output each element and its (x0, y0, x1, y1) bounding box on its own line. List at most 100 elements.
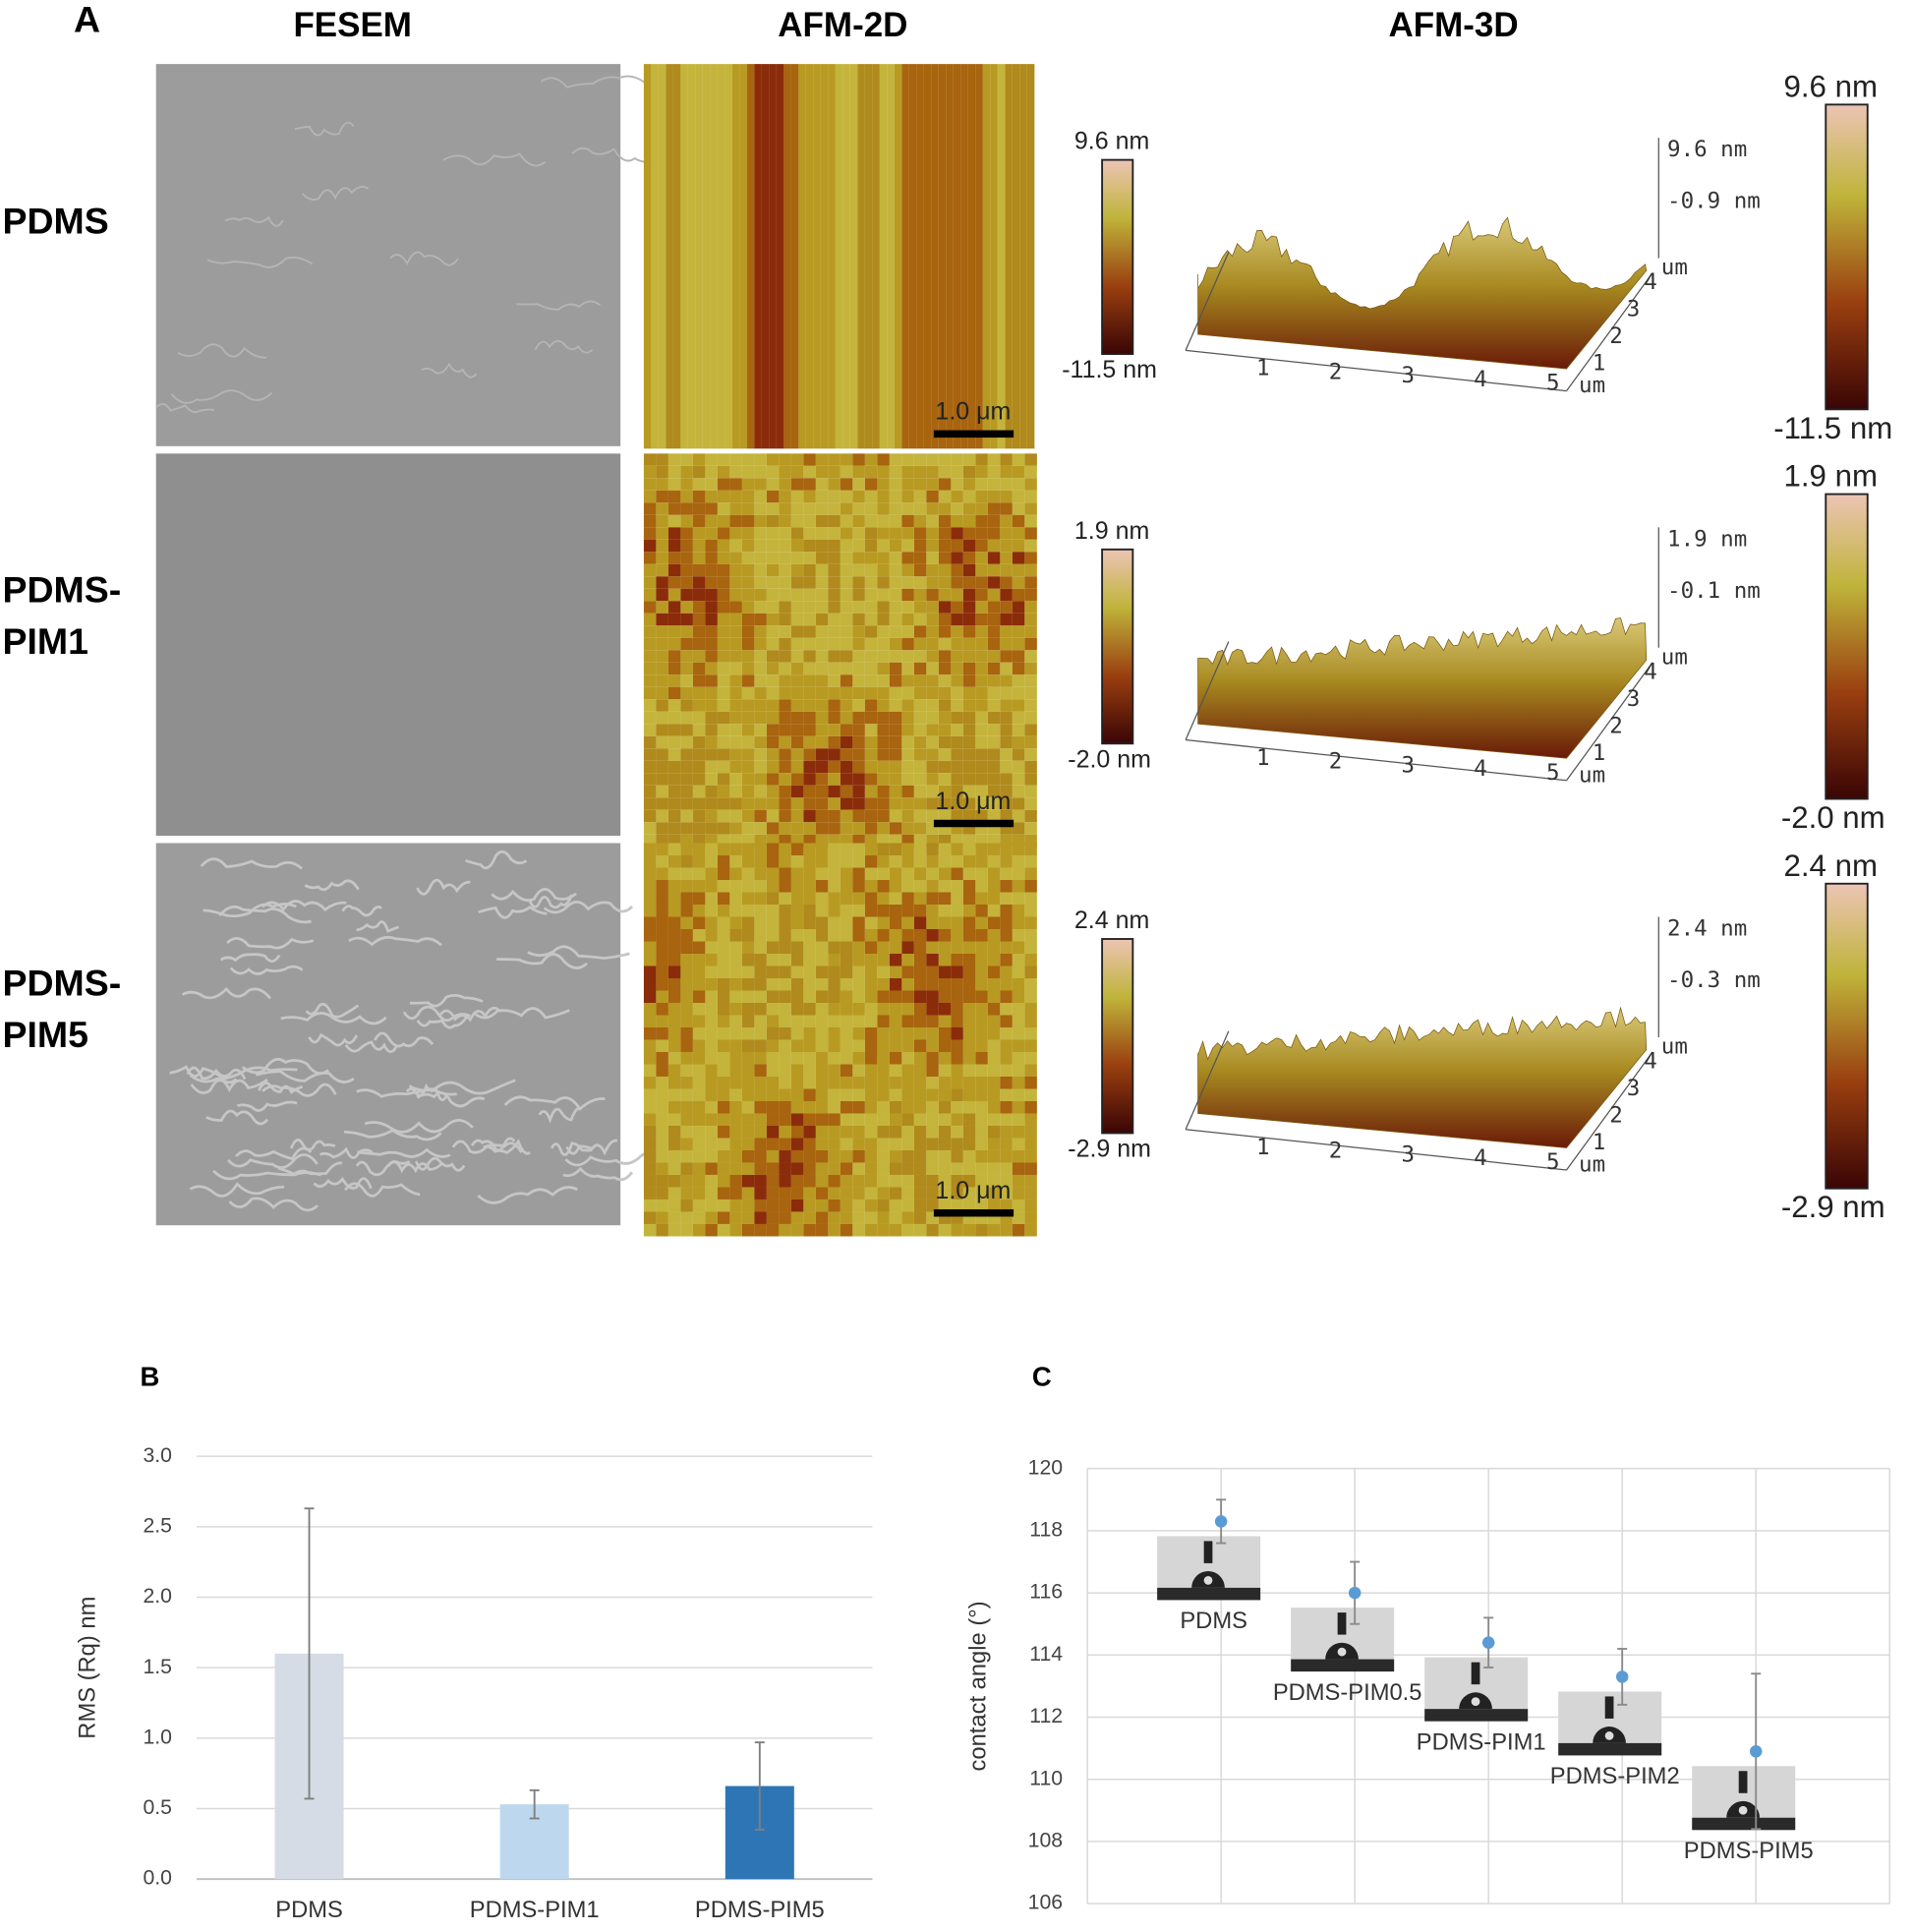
afm-pixel (779, 1174, 791, 1188)
afm-pixel (746, 64, 755, 449)
afm-pixel (656, 674, 668, 687)
afm-pixel (926, 977, 939, 991)
afm-pixel (951, 527, 963, 540)
afm-pixel (840, 1174, 853, 1188)
afm-pixel (901, 478, 914, 491)
axis-3d-tick: 5 (1546, 371, 1560, 396)
colorbar-min: -11.5 nm (1773, 411, 1892, 445)
afm-pixel (803, 929, 816, 942)
afm-pixel (938, 1100, 952, 1114)
afm-pixel (717, 773, 730, 786)
surface-wrinkle (228, 1197, 319, 1212)
afm-pixel (729, 1100, 742, 1114)
afm-pixel (790, 1076, 804, 1089)
afm-pixel (889, 686, 902, 700)
afm-pixel (790, 625, 804, 638)
afm-pixel (975, 773, 988, 786)
afm-pixel (754, 674, 767, 687)
afm-pixel (852, 1002, 865, 1016)
afm-pixel (754, 478, 767, 491)
afm-pixel (1012, 977, 1025, 991)
afm-pixel (877, 711, 890, 725)
afm-pixel (1000, 699, 1013, 712)
afm-pixel (1024, 490, 1037, 503)
afm-pixel (1024, 662, 1037, 675)
afm-pixel (913, 576, 927, 589)
afm-pixel (1012, 1174, 1025, 1188)
droplet-image (1291, 1608, 1395, 1672)
y-tick-label: 110 (1029, 1766, 1063, 1789)
afm-pixel (877, 601, 890, 614)
afm-pixel (705, 662, 718, 675)
afm-pixel (889, 613, 902, 626)
afm-pixel (997, 64, 1006, 449)
afm-pixel (864, 613, 878, 626)
afm-pixel (990, 64, 998, 449)
afm-pixel (790, 855, 804, 868)
afm-pixel (864, 1162, 878, 1175)
afm-pixel (1024, 1138, 1037, 1150)
axis-3d (1186, 1129, 1567, 1171)
afm-pixel (667, 867, 681, 881)
afm-pixel (951, 563, 963, 577)
afm-pixel (987, 711, 1001, 725)
surface-wrinkle (348, 935, 442, 947)
surface-wrinkle (237, 1100, 298, 1112)
afm-pixel (803, 527, 816, 540)
afm-pixel (790, 867, 804, 881)
afm-pixel (729, 1199, 742, 1212)
afm-pixel (717, 1113, 730, 1126)
afm-pixel (962, 662, 976, 675)
afm-pixel (667, 990, 681, 1003)
afm-pixel (938, 478, 952, 491)
afm-pixel (643, 1100, 657, 1114)
afm-pixel (680, 552, 693, 564)
afm-pixel (766, 748, 780, 761)
afm-pixel (717, 613, 730, 626)
afm-pixel (840, 941, 853, 955)
axis-3d-tick: 1 (1593, 351, 1606, 377)
afm-pixel (864, 880, 878, 893)
afm-pixel (667, 855, 681, 868)
afm-pixel (1000, 711, 1013, 725)
surface-wrinkle (289, 1139, 336, 1151)
afm-pixel (779, 1223, 791, 1237)
afm-pixel (877, 539, 890, 553)
afm-pixel (790, 1223, 804, 1237)
afm-pixel (962, 563, 976, 577)
afm-pixel (840, 711, 853, 725)
photo-base (1291, 1659, 1395, 1672)
afm-pixel (754, 662, 767, 675)
data-point (1214, 1515, 1228, 1528)
afm-pixel (790, 1039, 804, 1052)
afm-pixel (717, 809, 730, 823)
afm-pixel (962, 1039, 976, 1052)
afm-pixel (656, 1088, 668, 1101)
afm-pixel (926, 1199, 939, 1212)
afm-pixel (913, 1026, 927, 1040)
surface-wrinkle (155, 403, 215, 414)
afm-pixel (692, 1223, 706, 1237)
afm-pixel (975, 1223, 988, 1237)
afm-pixel (1012, 1002, 1025, 1016)
afm-pixel (913, 1015, 927, 1027)
afm-pixel (790, 662, 804, 675)
colorbar-min: -2.9 nm (1781, 1190, 1885, 1224)
afm-pixel (951, 1125, 963, 1139)
afm-pixel (987, 514, 1001, 528)
afm-pixel (1012, 855, 1025, 868)
afm-pixel (803, 539, 816, 553)
afm-pixel (754, 490, 767, 503)
afm-pixel (766, 1187, 780, 1200)
afm-pixel (666, 64, 673, 449)
afm-pixel (889, 1199, 902, 1212)
afm-pixel (779, 502, 791, 515)
afm-pixel (1000, 637, 1013, 651)
afm-pixel (913, 760, 927, 774)
afm-pixel (852, 1076, 865, 1089)
afm-pixel (803, 892, 816, 906)
axis-3d-tick: 4 (1644, 1048, 1657, 1074)
afm-pixel (692, 843, 706, 856)
afm-pixel (803, 1051, 816, 1065)
scale-bar (933, 819, 1014, 828)
